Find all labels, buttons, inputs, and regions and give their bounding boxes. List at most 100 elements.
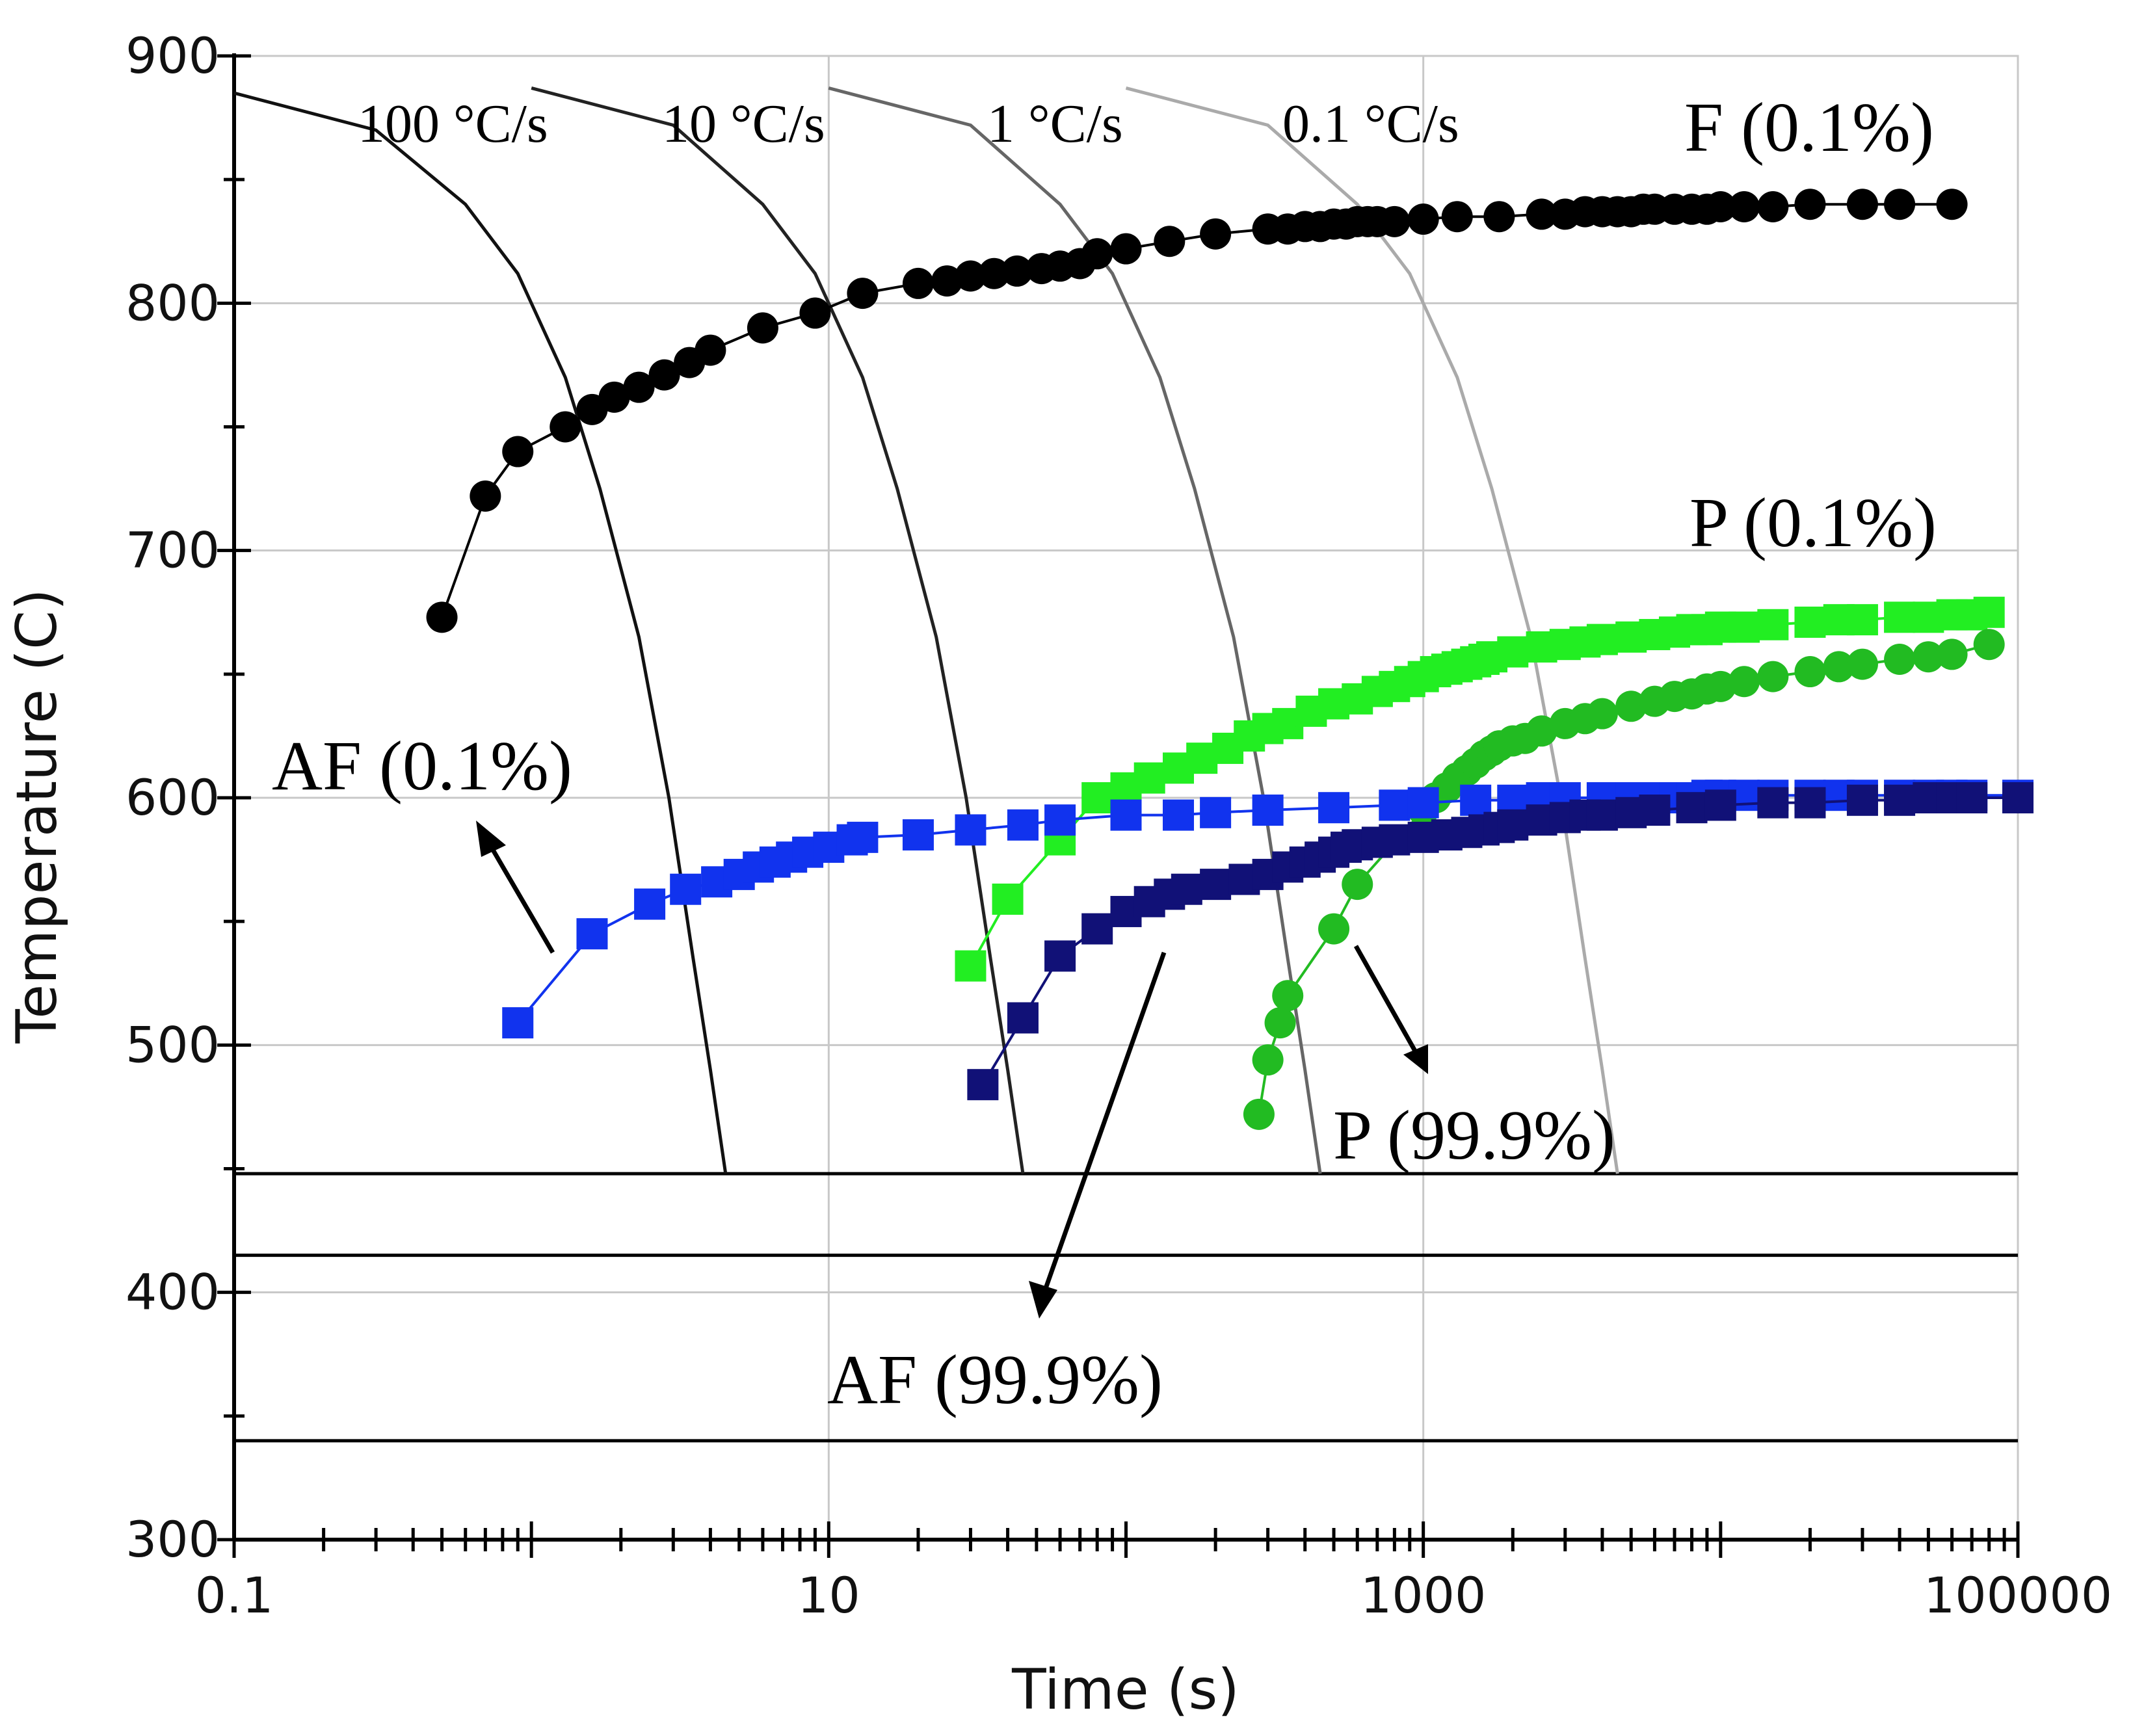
series-3 — [502, 780, 2034, 1039]
y-axis-title: Temperature (C) — [5, 588, 70, 1044]
series-point — [1757, 661, 1789, 692]
rate-label-100: 100 °C/s — [358, 94, 548, 154]
series-point — [1081, 238, 1113, 270]
series-point — [1823, 651, 1855, 683]
series-point — [1526, 198, 1557, 230]
series-point — [623, 371, 655, 403]
series-point — [1936, 189, 1968, 220]
series-point — [1497, 809, 1529, 841]
rate-label-01: 0.1 °C/s — [1282, 94, 1459, 154]
series-point — [1171, 873, 1202, 905]
series-point — [695, 334, 726, 366]
series-point — [1379, 824, 1411, 856]
series-point — [1884, 644, 1916, 676]
series-point — [1794, 656, 1826, 688]
series-point — [598, 381, 630, 413]
cooling-curve-3 — [1125, 86, 1619, 1174]
y-tick-label-400: 400 — [126, 1263, 220, 1321]
series-point — [847, 821, 879, 853]
series-point — [1200, 796, 1232, 828]
series-point — [978, 257, 1010, 289]
series-point — [747, 312, 778, 344]
series-point — [1252, 1044, 1284, 1076]
series-point — [1163, 799, 1195, 831]
series-point — [1846, 648, 1878, 680]
arrow-p-999-head — [1403, 1044, 1428, 1074]
series-point — [1318, 913, 1350, 945]
rate-label-1: 1 °C/s — [987, 94, 1123, 154]
series-point — [1342, 869, 1373, 901]
series-point — [1615, 690, 1647, 722]
series-point — [1729, 611, 1760, 643]
series-2 — [1243, 629, 2005, 1130]
series-point — [1243, 1098, 1275, 1130]
series-point — [1639, 795, 1671, 826]
y-tick-label-900: 900 — [126, 27, 220, 85]
series-point — [1794, 606, 1826, 638]
label-af-01: AF (0.1%) — [272, 728, 572, 805]
series-point — [1407, 204, 1439, 235]
label-p-999: P (99.9%) — [1333, 1097, 1615, 1174]
series-point — [1757, 609, 1789, 640]
series-point — [648, 359, 680, 391]
series-point — [847, 278, 879, 309]
series-point — [1379, 789, 1411, 821]
series-point — [1497, 636, 1529, 668]
series-point — [1252, 795, 1284, 826]
series-point — [1757, 191, 1789, 223]
cooling-curve-0 — [233, 91, 728, 1174]
arrow-af-999-head — [1029, 1281, 1057, 1319]
series-point — [1081, 782, 1113, 813]
series-4 — [967, 782, 2034, 1101]
series-point — [902, 267, 934, 299]
series-point — [992, 883, 1024, 915]
series-point — [1884, 601, 1916, 633]
series-point — [1913, 641, 1944, 673]
series-point — [1586, 799, 1618, 831]
cooling-curve-1 — [531, 86, 1025, 1174]
label-f-01: F (0.1%) — [1684, 89, 1934, 166]
series-point — [1704, 789, 1736, 821]
y-tick-label-600: 600 — [126, 769, 220, 826]
series-point — [955, 950, 987, 982]
reference-lines — [234, 1172, 2018, 1443]
rate-label-10: 10 °C/s — [662, 94, 825, 154]
series-0 — [426, 189, 1968, 633]
y-tick-label-500: 500 — [126, 1016, 220, 1073]
series-point — [1794, 189, 1826, 220]
series-point — [1729, 191, 1760, 223]
series-point — [902, 819, 934, 851]
series-point — [799, 297, 831, 329]
y-tick-label-300: 300 — [126, 1510, 220, 1568]
label-af-999: AF (99.9%) — [827, 1341, 1163, 1419]
series-point — [1973, 596, 2005, 628]
series-point — [1757, 787, 1789, 819]
series-point — [1001, 255, 1033, 287]
series-point — [1044, 940, 1076, 972]
series-point — [1133, 762, 1165, 794]
arrow-af-999 — [1041, 951, 1167, 1295]
series-point — [1846, 189, 1878, 220]
axes: 300 400 500 600 700 800 900 0.1 10 1000 100000 — [126, 27, 2112, 1624]
series-point — [1846, 784, 1878, 816]
arrow-af-01-head — [476, 821, 506, 857]
series-point — [1460, 784, 1492, 816]
series-point — [967, 1069, 999, 1101]
x-tick-label-1000: 1000 — [1360, 1566, 1486, 1624]
series-point — [1154, 226, 1186, 257]
series-point — [1200, 218, 1232, 250]
y-tick-label-800: 800 — [126, 274, 220, 332]
series-point — [1007, 809, 1039, 841]
series-point — [1379, 205, 1411, 237]
series-point — [426, 601, 458, 633]
series-point — [1441, 201, 1473, 233]
series-point — [1200, 869, 1232, 901]
series-point — [1586, 624, 1618, 655]
series-point — [1272, 980, 1304, 1012]
series-point — [1729, 666, 1760, 698]
y-tick-label-700: 700 — [126, 521, 220, 579]
series-point — [1846, 604, 1878, 636]
series-point — [1526, 715, 1557, 747]
series-point — [1407, 787, 1439, 819]
series-point — [576, 918, 608, 950]
